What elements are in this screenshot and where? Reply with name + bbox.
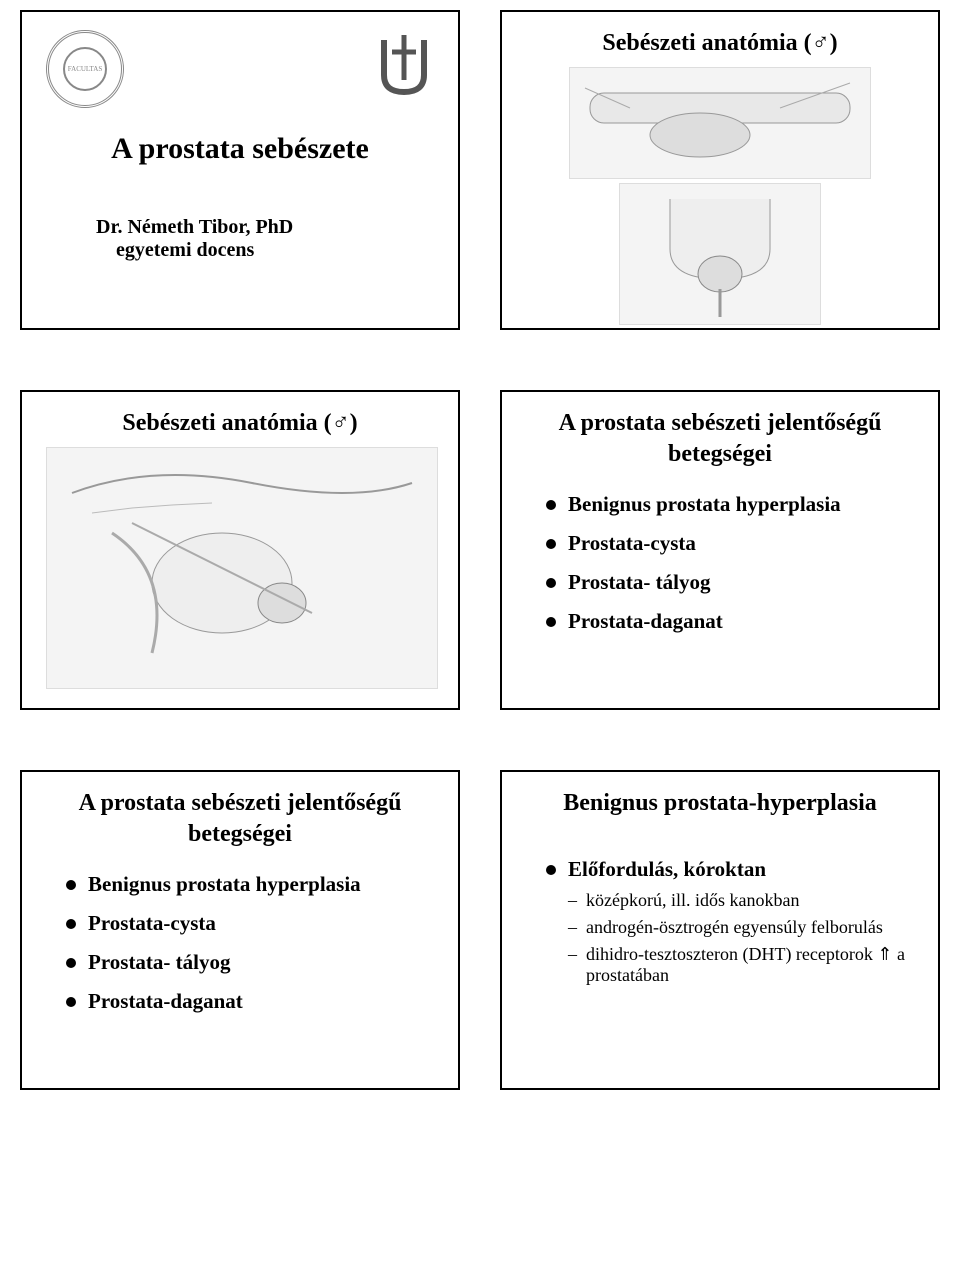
slide-title: FACULTAS A prostata sebészete Dr. Németh… — [20, 10, 460, 330]
slide-title-line2: betegségei — [46, 821, 434, 848]
anatomy-figure-stack — [526, 67, 914, 325]
disease-list: Benignus prostata hyperplasia Prostata-c… — [66, 872, 434, 1014]
author-affiliation: egyetemi docens — [116, 239, 434, 262]
list-item: Benignus prostata hyperplasia — [546, 492, 914, 517]
list-item: Prostata-daganat — [546, 609, 914, 634]
list-item: Prostata-cysta — [546, 531, 914, 556]
bph-section-list: Előfordulás, kóroktan középkorú, ill. id… — [546, 857, 914, 986]
sub-item-text-pre: dihidro-tesztoszteron (DHT) receptorok — [586, 944, 877, 964]
slide-anatomy-2: Sebészeti anatómia (♂) — [20, 390, 460, 710]
faculty-seal-icon: FACULTAS — [46, 30, 124, 108]
row-2: Sebészeti anatómia (♂) A prostata sebész… — [20, 390, 940, 710]
list-item: Prostata- tályog — [546, 570, 914, 595]
sub-item: dihidro-tesztoszteron (DHT) receptorok ⇑… — [568, 944, 914, 986]
slide-bph: Benignus prostata-hyperplasia Előfordulá… — [500, 770, 940, 1090]
section-heading: Előfordulás, kóroktan középkorú, ill. id… — [546, 857, 914, 986]
slide-title-line1: A prostata sebészeti jelentőségű — [526, 410, 914, 437]
slide-title-text: Sebészeti anatómia (♂) — [526, 30, 914, 57]
row-1: FACULTAS A prostata sebészete Dr. Németh… — [20, 10, 940, 330]
list-item: Benignus prostata hyperplasia — [66, 872, 434, 897]
slide-title-text: Benignus prostata-hyperplasia — [526, 790, 914, 817]
anatomy-ventral-diagram-icon — [619, 183, 821, 325]
slide-title-line1: A prostata sebészeti jelentőségű — [46, 790, 434, 817]
row-3: A prostata sebészeti jelentőségű betegsé… — [20, 770, 940, 1090]
page: FACULTAS A prostata sebészete Dr. Németh… — [0, 0, 960, 1130]
anatomy-lateral-diagram-icon — [569, 67, 871, 179]
university-logo-icon — [374, 30, 434, 102]
slide-diseases-1: A prostata sebészeti jelentőségű betegsé… — [500, 390, 940, 710]
slide-anatomy-1: Sebészeti anatómia (♂) — [500, 10, 940, 330]
slide-diseases-2: A prostata sebészeti jelentőségű betegsé… — [20, 770, 460, 1090]
header-icons: FACULTAS — [46, 30, 434, 108]
slide-title-line2: betegségei — [526, 441, 914, 468]
list-item: Prostata-daganat — [66, 989, 434, 1014]
main-title: A prostata sebészete — [46, 132, 434, 166]
pelvic-anatomy-diagram-icon — [46, 447, 438, 689]
list-item: Prostata-cysta — [66, 911, 434, 936]
sub-item: középkorú, ill. idős kanokban — [568, 890, 914, 911]
increase-arrow-icon: ⇑ — [877, 944, 892, 964]
sub-list: középkorú, ill. idős kanokban androgén-ö… — [568, 890, 914, 986]
disease-list: Benignus prostata hyperplasia Prostata-c… — [546, 492, 914, 634]
author-name: Dr. Németh Tibor, PhD — [96, 216, 434, 239]
slide-title-text: Sebészeti anatómia (♂) — [46, 410, 434, 437]
sub-item: androgén-ösztrogén egyensúly felborulás — [568, 917, 914, 938]
section-label: Előfordulás, kóroktan — [568, 857, 766, 881]
list-item: Prostata- tályog — [66, 950, 434, 975]
